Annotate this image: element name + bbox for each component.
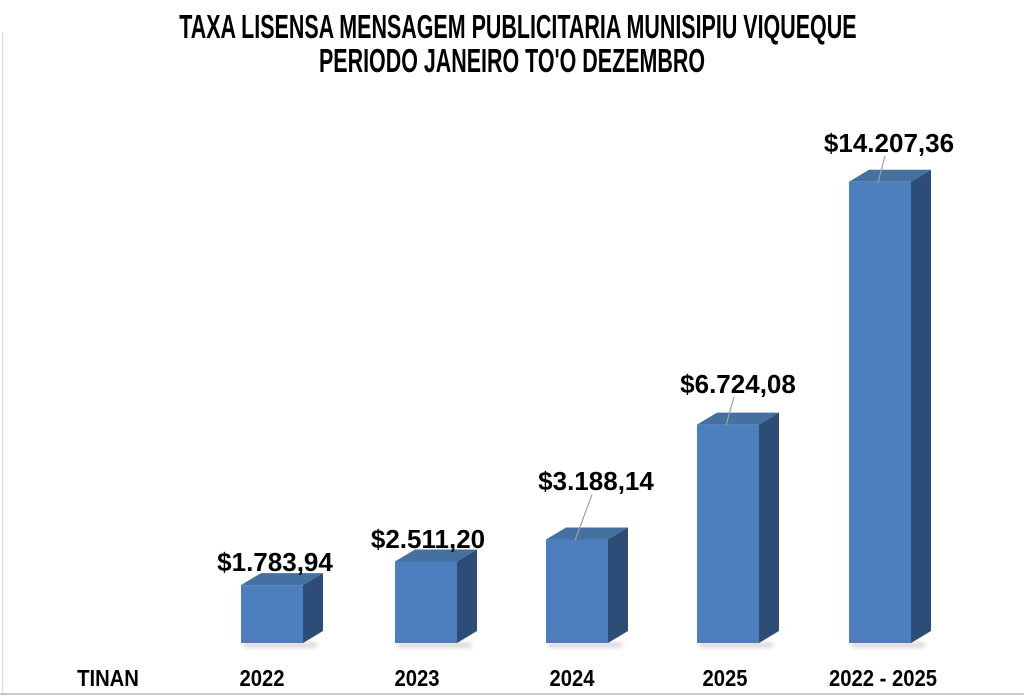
- bar-front-face: [395, 561, 457, 643]
- axis-title-tinan-text: TINAN: [77, 665, 139, 691]
- bar-shadow: [851, 643, 925, 647]
- category-label-2022-2025: 2022 - 2025: [822, 667, 945, 690]
- bar-shadow: [397, 643, 471, 647]
- bar-side-face: [911, 169, 931, 643]
- bar-side-face: [303, 573, 323, 643]
- chart-border-left: [2, 32, 3, 696]
- bar-front-face: [849, 181, 911, 643]
- leader-line-2022-2025: [877, 155, 886, 183]
- chart-border-bottom: [0, 693, 1024, 695]
- category-label-2022: 2022: [236, 667, 287, 690]
- bar-side-face: [759, 412, 779, 643]
- category-label-2023: 2023: [391, 667, 442, 690]
- bar-2024: [546, 527, 628, 643]
- category-label-2023-text: 2023: [394, 665, 440, 691]
- bar-top-face: [849, 169, 931, 182]
- category-label-2022-text: 2022: [239, 665, 285, 691]
- data-label-2022-2025: $14.207,36: [823, 127, 955, 158]
- bar-2022: [241, 573, 323, 643]
- bar-top-face: [546, 527, 628, 540]
- bar-side-face: [608, 527, 628, 643]
- data-label-2023: $2.511,20: [370, 524, 486, 555]
- bar-shadow: [548, 643, 622, 647]
- category-label-2022-2025-text: 2022 - 2025: [828, 665, 938, 691]
- bar-front-face: [546, 539, 608, 643]
- chart-title-line1: TAXA LISENSA MENSAGEM PUBLICITARIA MUNIS…: [179, 8, 857, 45]
- bar-side-face: [457, 549, 477, 643]
- bar-2023: [395, 549, 477, 643]
- bar-2025: [697, 412, 779, 643]
- chart-title: TAXA LISENSA MENSAGEM PUBLICITARIA MUNIS…: [0, 10, 1024, 78]
- category-label-2025-text: 2025: [702, 665, 748, 691]
- bar-shadow: [699, 643, 773, 647]
- bar-top-face: [395, 549, 477, 562]
- bar-shadow: [243, 643, 317, 647]
- leader-line-2024: [574, 494, 593, 541]
- data-label-2022: $1.783,94: [217, 547, 333, 578]
- category-label-2024-text: 2024: [549, 665, 595, 691]
- axis-title-tinan: TINAN: [73, 667, 143, 690]
- bar-front-face: [241, 585, 303, 643]
- category-label-2024: 2024: [546, 667, 597, 690]
- leader-line-2025: [725, 396, 735, 426]
- bar-2022-2025: [849, 169, 931, 643]
- chart-title-line2: PERIODO JANEIRO TO'O DEZEMBRO: [318, 42, 706, 79]
- data-label-2025: $6.724,08: [680, 368, 796, 399]
- bar-top-face: [697, 412, 779, 425]
- bar-front-face: [697, 424, 759, 643]
- category-label-2025: 2025: [699, 667, 750, 690]
- bar-top-face: [241, 573, 323, 586]
- data-label-2024: $3.188,14: [538, 466, 654, 497]
